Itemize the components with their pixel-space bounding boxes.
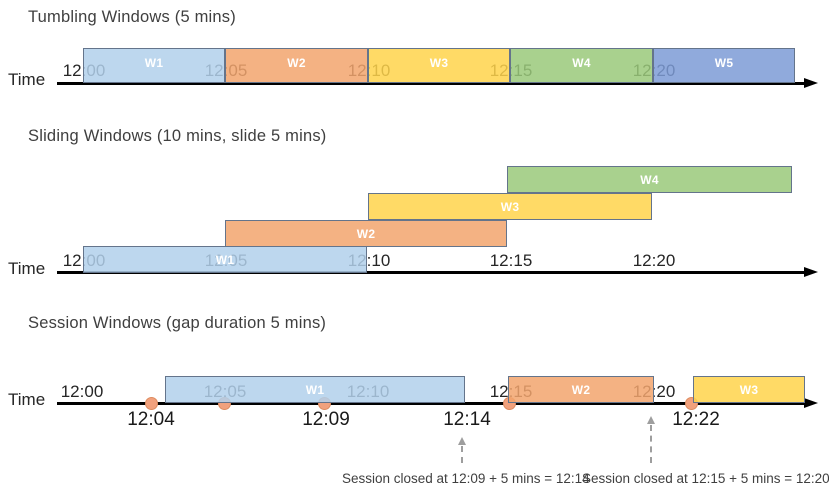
event-label-12-09: 12:09 bbox=[302, 409, 350, 430]
dashed-arrowhead-icon bbox=[458, 437, 466, 445]
sliding-timeline-arrowhead-icon bbox=[804, 267, 818, 277]
window-label: W2 bbox=[571, 382, 591, 397]
sliding-section-title: Sliding Windows (10 mins, slide 5 mins) bbox=[28, 127, 327, 145]
dashed-arrow-line bbox=[650, 425, 652, 463]
session-timeline-arrowhead-icon bbox=[804, 398, 818, 408]
tumbling-timeline-arrowhead-icon bbox=[804, 78, 818, 88]
window-label: W2 bbox=[356, 226, 376, 241]
session-time-axis-label: Time bbox=[8, 390, 46, 409]
event-label-12-14: 12:14 bbox=[443, 409, 491, 430]
session-window-w3: W3 bbox=[693, 376, 805, 403]
dashed-arrowhead-icon bbox=[647, 416, 655, 424]
window-label: W3 bbox=[429, 55, 449, 70]
sliding-window-w3: W3 bbox=[368, 193, 652, 220]
window-label: W1 bbox=[144, 55, 164, 70]
session-timeline bbox=[57, 402, 807, 405]
dashed-arrow-line bbox=[461, 446, 463, 463]
tumbling-timeline bbox=[57, 82, 807, 85]
session-window-w1: W1 bbox=[165, 376, 465, 403]
session-closed-annotation-1: Session closed at 12:09 + 5 mins = 12:14 bbox=[342, 471, 590, 486]
session-tick-12-00: 12:00 bbox=[60, 382, 104, 401]
tumbling-time-axis-label: Time bbox=[8, 70, 46, 89]
window-label: W5 bbox=[714, 55, 734, 70]
tumbling-window-w1: W1 bbox=[83, 48, 225, 83]
tumbling-section-title: Tumbling Windows (5 mins) bbox=[28, 8, 236, 26]
event-label-12-04: 12:04 bbox=[127, 409, 175, 430]
window-label: W4 bbox=[572, 55, 591, 70]
tumbling-window-w5: W5 bbox=[653, 48, 795, 83]
sliding-timeline bbox=[57, 271, 807, 274]
tumbling-window-w2: W2 bbox=[225, 48, 368, 83]
window-label: W4 bbox=[640, 172, 659, 187]
sliding-window-w1: W1 bbox=[83, 246, 367, 273]
event-dot-12-04 bbox=[145, 397, 158, 410]
sliding-time-axis-label: Time bbox=[8, 259, 46, 278]
sliding-window-w4: W4 bbox=[507, 166, 792, 193]
session-closed-annotation-2: Session closed at 12:15 + 5 mins = 12:20 bbox=[582, 471, 829, 486]
window-label: W1 bbox=[305, 382, 325, 397]
window-label: W1 bbox=[215, 252, 235, 267]
window-label: W2 bbox=[287, 55, 306, 70]
tumbling-window-w3: W3 bbox=[368, 48, 510, 83]
event-label-12-22: 12:22 bbox=[672, 409, 720, 430]
window-label: W3 bbox=[500, 199, 520, 214]
session-window-w2: W2 bbox=[508, 376, 654, 403]
session-section-title: Session Windows (gap duration 5 mins) bbox=[28, 314, 327, 332]
sliding-window-w2: W2 bbox=[225, 220, 507, 247]
sliding-tick-12-20: 12:20 bbox=[632, 251, 676, 270]
window-label: W3 bbox=[739, 382, 759, 397]
tumbling-window-w4: W4 bbox=[510, 48, 653, 83]
sliding-tick-12-15: 12:15 bbox=[489, 251, 533, 270]
